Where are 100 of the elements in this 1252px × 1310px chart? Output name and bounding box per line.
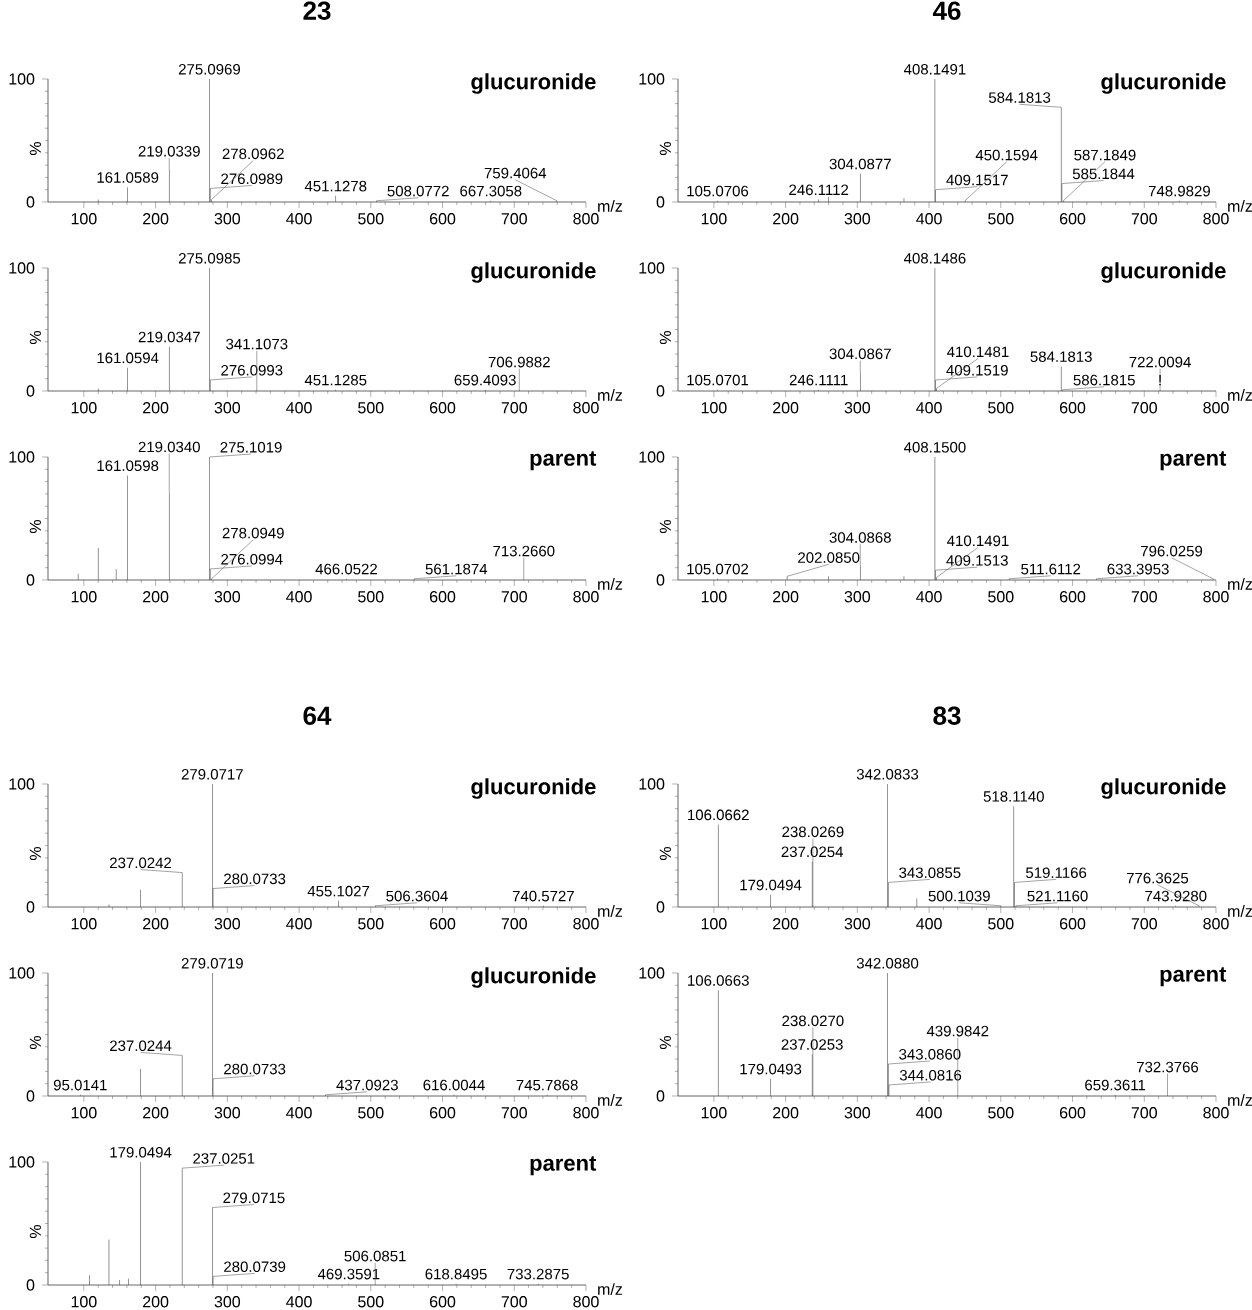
y-tick-label: 0 <box>26 1090 35 1102</box>
x-tick-label: 700 <box>501 1107 527 1119</box>
x-tick-label: 700 <box>1131 918 1157 930</box>
annotation: 508.0772 <box>387 185 449 197</box>
y-tick-label: 100 <box>639 778 665 790</box>
x-axis-title: m/z <box>598 1094 623 1106</box>
annotation: 437.0923 <box>336 1079 398 1091</box>
x-tick-label: 200 <box>143 402 169 414</box>
x-axis-title: m/z <box>598 905 623 917</box>
y-tick-label: 0 <box>26 901 35 913</box>
annotation: 304.0868 <box>829 532 891 543</box>
annotation: 279.0719 <box>181 957 243 969</box>
x-tick-label: 300 <box>844 1107 871 1119</box>
annotation: 105.0701 <box>687 374 749 386</box>
x-tick-label: 200 <box>143 1107 169 1119</box>
x-tick-label: 800 <box>573 1296 599 1308</box>
chart-subtitle: parent <box>1160 451 1227 471</box>
x-tick-label: 300 <box>214 1296 241 1308</box>
y-axis-title: % <box>29 846 41 861</box>
x-tick-label: 300 <box>844 918 871 930</box>
annotation: 275.0985 <box>178 252 241 264</box>
x-tick-label: 500 <box>358 591 384 603</box>
x-tick-label: 500 <box>358 918 384 930</box>
x-tick-label: 700 <box>1131 1107 1157 1119</box>
annotation: 342.0880 <box>856 957 919 969</box>
annotation: 740.5727 <box>512 890 574 902</box>
x-tick-label: 100 <box>71 402 97 414</box>
x-tick-label: 400 <box>916 1107 942 1119</box>
x-tick-label: 800 <box>573 918 599 930</box>
chart-title: 46 <box>932 1 961 20</box>
y-tick-label: 0 <box>656 385 665 397</box>
annotation: 275.1019 <box>220 441 282 453</box>
annotation: 408.1486 <box>903 252 966 264</box>
x-tick-label: 300 <box>844 591 871 603</box>
x-tick-label: 400 <box>916 213 942 225</box>
y-tick-label: 0 <box>656 1090 665 1102</box>
x-axis-title: m/z <box>1228 578 1252 590</box>
x-tick-label: 600 <box>430 1296 456 1308</box>
annotation: 95.0141 <box>53 1079 107 1091</box>
x-tick-label: 500 <box>358 213 384 225</box>
x-tick-label: 100 <box>701 918 727 930</box>
y-tick-label: 0 <box>656 574 665 586</box>
x-tick-label: 300 <box>214 591 241 603</box>
chart-subtitle: glucuronide <box>1101 778 1226 799</box>
chart-subtitle: parent <box>530 1156 597 1176</box>
x-tick-label: 400 <box>286 213 312 225</box>
x-axis-title: m/z <box>598 389 623 401</box>
annotation: 343.0855 <box>899 867 961 879</box>
annotation: 439.9842 <box>926 1025 989 1037</box>
x-tick-label: 400 <box>286 591 312 603</box>
y-tick-label: 0 <box>26 574 35 586</box>
annotation: 219.0339 <box>138 145 200 157</box>
x-tick-label: 600 <box>430 1107 456 1119</box>
chart-title: 64 <box>303 706 332 725</box>
x-tick-label: 100 <box>701 591 727 603</box>
y-tick-label: 100 <box>639 73 665 85</box>
x-tick-label: 400 <box>286 1107 312 1119</box>
x-axis-title: m/z <box>1228 905 1252 917</box>
annotation: 776.3625 <box>1126 872 1189 884</box>
annotation: 304.0877 <box>829 158 891 170</box>
x-tick-label: 700 <box>1131 213 1157 225</box>
annotation: 219.0347 <box>138 331 200 343</box>
annotation: 796.0259 <box>1141 545 1203 557</box>
annotation: 105.0702 <box>687 563 749 575</box>
annotation: 500.1039 <box>928 890 990 902</box>
annotation: 237.0254 <box>781 846 843 858</box>
annotation: 519.1166 <box>1025 867 1087 879</box>
y-axis-title: % <box>659 330 671 345</box>
x-tick-label: 600 <box>1060 402 1086 414</box>
x-tick-label: 600 <box>430 591 456 603</box>
x-tick-label: 500 <box>988 402 1014 414</box>
x-tick-label: 100 <box>71 1107 97 1119</box>
y-axis-title: % <box>29 1224 41 1239</box>
y-tick-label: 100 <box>639 967 665 979</box>
x-tick-label: 600 <box>430 918 456 930</box>
x-tick-label: 200 <box>773 402 799 414</box>
annotation: 237.0251 <box>193 1153 255 1164</box>
annotation: 518.1140 <box>983 791 1044 802</box>
y-tick-label: 100 <box>9 73 35 85</box>
x-tick-label: 100 <box>71 918 97 930</box>
annotation: 759.4064 <box>484 167 547 179</box>
x-tick-label: 800 <box>1203 591 1229 603</box>
annotation: 585.1844 <box>1072 168 1135 180</box>
x-axis-title: m/z <box>1228 1094 1252 1106</box>
annotation: 276.0993 <box>221 364 283 376</box>
chart-subtitle: parent <box>530 451 597 471</box>
annotation: 408.1491 <box>903 63 966 75</box>
x-tick-label: 200 <box>773 591 799 603</box>
annotation: 451.1285 <box>304 374 367 386</box>
annotation: 106.0663 <box>688 975 749 986</box>
annotation: 506.3604 <box>386 890 448 902</box>
annotation: 280.0739 <box>224 1261 286 1273</box>
x-tick-label: 300 <box>214 1107 241 1119</box>
annotation: 455.1027 <box>307 885 370 897</box>
annotation: 342.0833 <box>856 768 919 780</box>
y-axis-title: % <box>659 141 671 156</box>
annotation: 278.0949 <box>222 527 284 539</box>
y-tick-label: 100 <box>9 262 35 274</box>
x-tick-label: 300 <box>844 213 871 225</box>
annotation: 450.1594 <box>975 149 1038 161</box>
